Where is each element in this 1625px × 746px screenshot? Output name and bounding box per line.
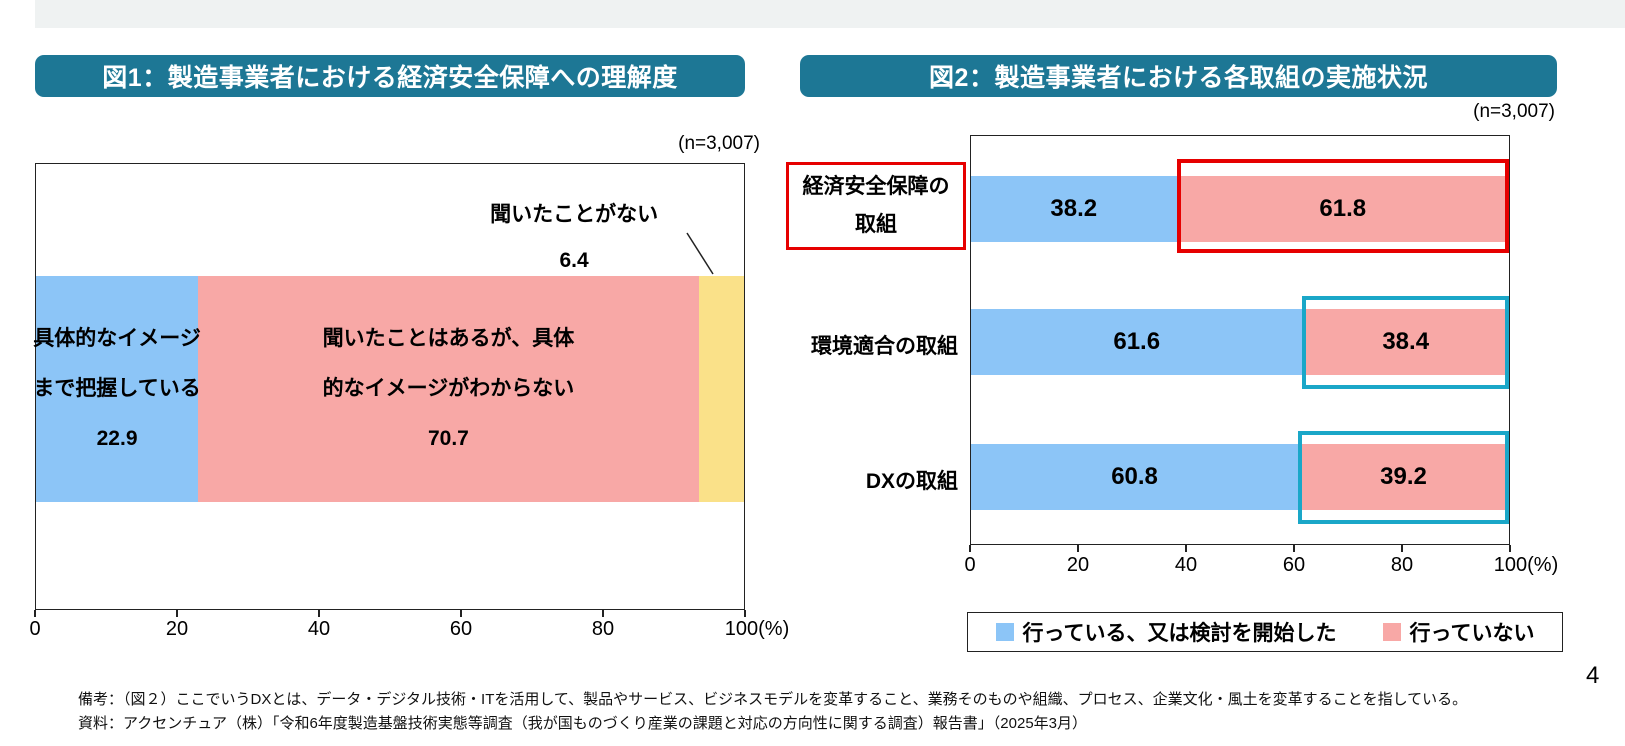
fig1-label-heard-unclear: 聞いたことはあるが、具体 的なイメージがわからない 70.7 <box>323 314 575 464</box>
fig2-category-dx: DXの取組 <box>865 470 958 493</box>
fig2-row-economic-security: 38.2 61.8 <box>971 176 1509 242</box>
legend-label-done: 行っている、又は検討を開始した <box>1022 622 1337 645</box>
fig2-tick-label: 100(%) <box>1493 554 1559 576</box>
fig1-tick-mark <box>34 610 36 617</box>
legend-swatch-pink <box>1382 623 1401 641</box>
fig2-tick-label: 0 <box>964 554 976 576</box>
fig2-bar-env-notdone: 38.4 <box>1302 309 1509 375</box>
fig1-label-heard-unclear-line2: 的なイメージがわからない <box>322 377 575 400</box>
fig2-row-dx: 60.8 39.2 <box>971 444 1509 510</box>
fig1-segment-never-heard <box>698 276 744 502</box>
legend-swatch-blue <box>995 623 1014 641</box>
fig2-bar-dx-done: 60.8 <box>971 444 1299 510</box>
fig1-sample-size: (n=3,007) <box>678 133 760 154</box>
fig1-value-understood: 22.9 <box>96 427 138 450</box>
fig2-tick-mark <box>1401 545 1403 552</box>
fig1-tick-mark <box>744 610 746 617</box>
fig1-callout-value: 6.4 <box>559 249 589 272</box>
fig1-label-heard-unclear-line1: 聞いたことはあるが、具体 <box>322 327 575 350</box>
fig2-highlight-econ-notdone <box>1176 159 1509 253</box>
fig2-category-econ-line1: 経済安全保障の <box>802 175 950 198</box>
legend-item-notdone: 行っていない <box>1382 617 1535 647</box>
fig2-legend: 行っている、又は検討を開始した 行っていない <box>967 612 1563 652</box>
top-strip <box>35 0 1625 28</box>
fig2-bar-econ-done: 38.2 <box>971 176 1177 242</box>
fig1-tick-mark <box>602 610 604 617</box>
fig1-callout-leader-line <box>686 232 714 275</box>
fig2-plot-area: 38.2 61.8 61.6 38.4 60.8 39.2 <box>970 135 1510 545</box>
fig2-bar-env-done: 61.6 <box>971 309 1303 375</box>
fig2-tick-mark <box>969 545 971 552</box>
fig2-highlight-dx-notdone <box>1298 431 1509 524</box>
fig1-tick-mark <box>460 610 462 617</box>
fig2-category-economic-security: 経済安全保障の 取組 <box>786 162 966 250</box>
fig2-tick-mark <box>1509 545 1511 552</box>
fig1-title: 図1：製造事業者における経済安全保障への理解度 <box>35 55 745 97</box>
fig1-tick-mark <box>176 610 178 617</box>
fig1-plot-area: 具体的なイメージ まで把握している 22.9 聞いたことはあるが、具体 的なイメ… <box>33 163 745 610</box>
fig2-tick-label: 80 <box>1390 554 1414 576</box>
fig2-category-environment: 環境適合の取組 <box>811 335 958 358</box>
fig1-label-understood-line2: まで把握している <box>33 377 201 400</box>
fig2-bar-dx-notdone: 39.2 <box>1298 444 1509 510</box>
fig1-value-heard-unclear: 70.7 <box>427 427 469 450</box>
fig1-callout-label: 聞いたことがない <box>490 203 659 226</box>
fig1-label-understood: 具体的なイメージ まで把握している 22.9 <box>33 314 201 464</box>
fig1-segment-understood <box>36 276 199 502</box>
fig1-tick-label: 0 <box>29 618 41 640</box>
fig1-tick-label: 100(%) <box>724 618 790 640</box>
fig1-label-understood-line1: 具体的なイメージ <box>33 327 201 350</box>
fig2-tick-mark <box>1185 545 1187 552</box>
legend-item-done: 行っている、又は検討を開始した <box>995 617 1337 647</box>
fig1-segment-heard-unclear <box>198 276 699 502</box>
fig1-stacked-bar <box>36 276 744 502</box>
page-number: 4 <box>1586 662 1600 689</box>
fig1-callout-never-heard: 聞いたことがない 6.4 <box>490 192 658 284</box>
fig2-tick-label: 40 <box>1174 554 1198 576</box>
fig2-tick-label: 20 <box>1066 554 1090 576</box>
fig2-sample-size: (n=3,007) <box>1473 101 1555 122</box>
fig1-tick-label: 40 <box>307 618 331 640</box>
fig2-tick-mark <box>1077 545 1079 552</box>
fig2-tick-mark <box>1293 545 1295 552</box>
fig2-title: 図2：製造事業者における各取組の実施状況 <box>800 55 1557 97</box>
footer-source: 資料：アクセンチュア（株）「令和6年度製造基盤技術実態等調査（我が国ものづくり産… <box>78 715 1088 732</box>
fig1-tick-label: 20 <box>165 618 189 640</box>
footer-note: 備考：（図２）ここでいうDXとは、データ・デジタル技術・ITを活用して、製品やサ… <box>78 691 1468 708</box>
fig2-category-econ-line2: 取組 <box>855 213 897 236</box>
fig2-row-environment: 61.6 38.4 <box>971 309 1509 375</box>
legend-label-notdone: 行っていない <box>1409 622 1535 645</box>
fig2-tick-label: 60 <box>1282 554 1306 576</box>
fig1-tick-label: 80 <box>591 618 615 640</box>
fig2-highlight-env-notdone <box>1302 296 1509 389</box>
fig1-tick-label: 60 <box>449 618 473 640</box>
fig1-tick-mark <box>318 610 320 617</box>
fig2-bar-econ-notdone: 61.8 <box>1176 176 1509 242</box>
